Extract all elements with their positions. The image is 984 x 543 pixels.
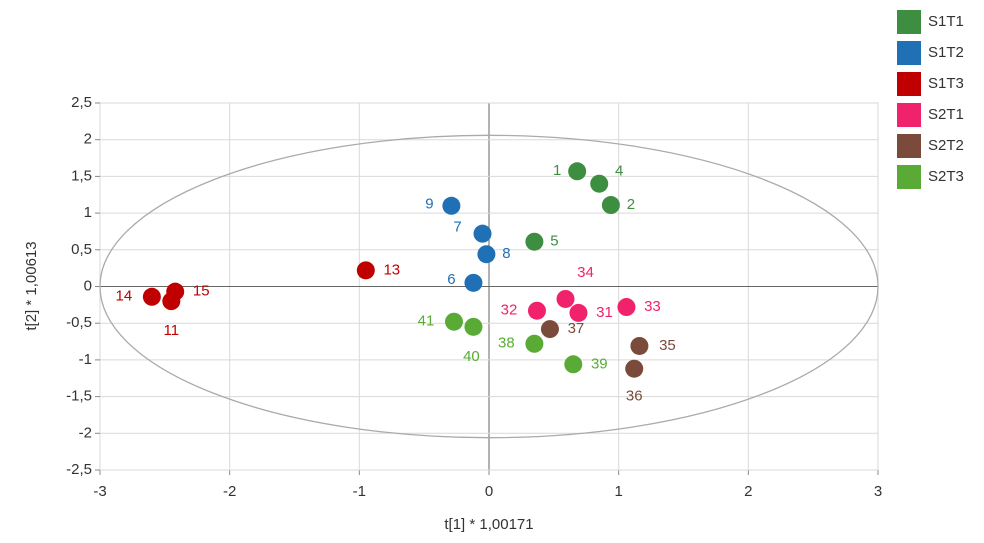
x-tick-label: 1 xyxy=(614,483,622,500)
point xyxy=(590,174,609,193)
point xyxy=(162,292,181,311)
point-label: 13 xyxy=(383,261,400,278)
point xyxy=(564,355,583,374)
legend-label: S1T2 xyxy=(928,44,964,61)
point xyxy=(568,162,587,181)
point-label: 9 xyxy=(425,196,433,213)
y-tick-label: -2,5 xyxy=(66,461,92,478)
legend-label: S2T3 xyxy=(928,168,964,185)
legend-label: S2T2 xyxy=(928,137,964,154)
point xyxy=(556,289,575,308)
point-label: 8 xyxy=(502,245,510,262)
y-tick-label: 0,5 xyxy=(71,241,92,258)
point-label: 36 xyxy=(626,388,643,405)
point-label: 11 xyxy=(164,322,180,339)
y-tick-label: -2 xyxy=(79,424,92,441)
legend-swatch xyxy=(897,41,921,65)
point-label: 32 xyxy=(501,302,518,319)
point-label: 38 xyxy=(498,335,515,352)
x-tick-label: -1 xyxy=(353,483,366,500)
point-label: 6 xyxy=(447,271,455,288)
y-tick-label: 1 xyxy=(84,204,92,221)
y-tick-label: 2 xyxy=(84,131,92,148)
x-axis-label: t[1] * 1,00171 xyxy=(444,516,533,533)
point xyxy=(525,334,544,353)
point-label: 34 xyxy=(577,264,594,281)
point-label: 1 xyxy=(553,162,561,179)
legend-swatch xyxy=(897,103,921,127)
point-label: 37 xyxy=(568,320,585,337)
point xyxy=(464,317,483,336)
y-tick-label: -0,5 xyxy=(66,314,92,331)
point-label: 40 xyxy=(463,348,480,365)
point-label: 4 xyxy=(615,163,623,180)
legend-swatch xyxy=(897,10,921,34)
legend-label: S1T3 xyxy=(928,75,964,92)
point-label: 14 xyxy=(116,288,133,305)
y-tick-label: -1 xyxy=(79,351,92,368)
point xyxy=(444,312,463,331)
point xyxy=(569,303,588,322)
point-label: 33 xyxy=(644,298,661,315)
point xyxy=(464,273,483,292)
point xyxy=(527,301,546,320)
x-tick-label: 3 xyxy=(874,483,882,500)
x-tick-label: 2 xyxy=(744,483,752,500)
legend-label: S1T1 xyxy=(928,13,964,30)
point xyxy=(442,196,461,215)
point-label: 5 xyxy=(550,233,558,250)
legend-swatch xyxy=(897,72,921,96)
point-label: 35 xyxy=(659,337,676,354)
x-tick-label: -2 xyxy=(223,483,236,500)
confidence-ellipse xyxy=(99,134,879,439)
point xyxy=(630,336,649,355)
point-label: 7 xyxy=(453,219,461,236)
y-tick-label: -1,5 xyxy=(66,388,92,405)
x-tick-label: 0 xyxy=(485,483,493,500)
y-tick-label: 1,5 xyxy=(71,167,92,184)
point-label: 31 xyxy=(596,304,613,321)
legend-label: S2T1 xyxy=(928,106,964,123)
point-label: 39 xyxy=(591,355,608,372)
point xyxy=(601,196,620,215)
point-label: 15 xyxy=(193,283,210,300)
x-tick-label: -3 xyxy=(93,483,106,500)
y-axis-label: t[2] * 1,00613 xyxy=(23,241,40,330)
point xyxy=(625,359,644,378)
point xyxy=(142,287,161,306)
point xyxy=(473,224,492,243)
point-label: 41 xyxy=(418,313,435,330)
y-tick-label: 2,5 xyxy=(71,94,92,111)
point xyxy=(477,245,496,264)
y-tick-label: 0 xyxy=(84,277,92,294)
point xyxy=(356,261,375,280)
point xyxy=(617,298,636,317)
point xyxy=(540,320,559,339)
legend-swatch xyxy=(897,134,921,158)
point-label: 2 xyxy=(627,196,635,213)
legend-swatch xyxy=(897,165,921,189)
point xyxy=(525,232,544,251)
